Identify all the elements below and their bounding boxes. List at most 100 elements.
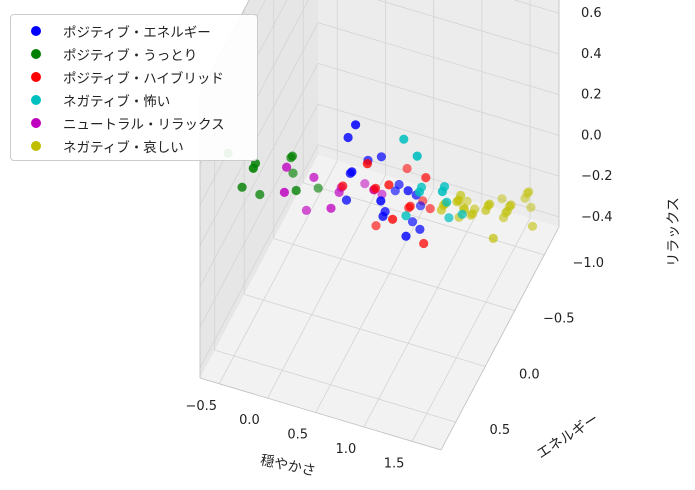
data-point-series-2	[402, 163, 412, 174]
grid-line-y-floor	[244, 293, 486, 367]
data-point-series-4	[301, 205, 311, 215]
data-point-series-4	[326, 203, 336, 213]
grid-line-z-back	[317, 144, 560, 218]
data-point-series-5	[527, 221, 538, 231]
data-point-series-5	[488, 233, 498, 243]
grid-line-z-left	[199, 63, 319, 287]
grid-line-z-left	[199, 144, 319, 369]
data-point-series-2	[362, 159, 372, 169]
data-points	[223, 120, 538, 249]
x-tick-label: 1.0	[336, 442, 357, 457]
legend-item-positive-hybrid: ポジティブ・ハイブリッド	[17, 65, 251, 88]
data-point-series-1	[248, 163, 258, 173]
data-point-series-3	[399, 134, 409, 144]
legend-label: ポジティブ・ハイブリッド	[63, 70, 224, 87]
floor-pane	[200, 155, 559, 450]
data-point-series-5	[485, 199, 495, 209]
grid-line-x-floor	[363, 203, 483, 428]
data-point-series-2	[338, 181, 348, 191]
z-tick-label: 0.6	[581, 6, 602, 21]
y-tick-label: −1.0	[573, 256, 605, 271]
data-point-series-1	[287, 151, 297, 161]
data-point-series-5	[506, 200, 516, 210]
data-point-series-3	[442, 197, 452, 207]
z-tick-label: 0.2	[581, 88, 602, 103]
x-axis-title: 穏やかさ	[259, 452, 317, 479]
y-tick-label: −0.5	[543, 312, 575, 327]
data-point-series-4	[309, 172, 319, 182]
data-point-series-4	[360, 179, 370, 189]
grid-line-z-left	[199, 103, 319, 328]
grid-line-z-left	[199, 0, 309, 206]
data-point-series-2	[421, 173, 431, 183]
data-point-series-2	[405, 201, 415, 211]
data-point-series-5	[526, 202, 536, 212]
y-axis-title: エネルギー	[534, 411, 601, 463]
legend-item-neutral-relax: ニュートラル・リラックス	[17, 111, 251, 134]
grid-line-z-back	[376, 0, 560, 55]
data-point-series-1	[313, 183, 323, 193]
x-tick-label: 0.0	[239, 413, 260, 428]
data-point-series-5	[453, 195, 464, 205]
data-point-series-0	[341, 195, 352, 205]
data-point-series-5	[524, 187, 534, 197]
data-point-series-0	[351, 120, 361, 130]
grid-line-y-floor	[214, 349, 456, 423]
legend-marker	[31, 71, 41, 82]
data-point-series-5	[467, 209, 478, 219]
data-point-series-2	[371, 221, 381, 231]
legend-label: ニュートラル・リラックス	[63, 116, 225, 133]
data-point-series-2	[370, 183, 381, 193]
legend-marker	[31, 48, 41, 59]
data-point-series-0	[343, 132, 353, 143]
grid-line-z-back	[513, 0, 560, 14]
data-point-series-3	[401, 211, 411, 221]
data-point-series-0	[378, 211, 388, 221]
data-point-series-4	[282, 162, 292, 172]
data-point-series-3	[412, 151, 422, 161]
data-point-series-1	[255, 189, 265, 200]
x-tick-label: −0.5	[186, 399, 218, 414]
data-point-series-1	[291, 185, 301, 196]
legend-item-negative-sad: ネガティブ・哀しい	[17, 134, 251, 157]
grid-line-x-floor	[218, 160, 338, 384]
data-point-series-3	[457, 209, 467, 219]
data-point-series-0	[403, 186, 413, 196]
grid-line-z-back	[317, 63, 560, 136]
legend-label: ネガティブ・怖い	[63, 93, 171, 110]
data-point-series-0	[415, 201, 426, 211]
grid-line-y-floor	[303, 182, 545, 256]
data-point-series-0	[394, 179, 404, 190]
x-axis-line	[199, 377, 442, 451]
y-tick-label: 0.0	[519, 367, 540, 382]
data-point-series-0	[376, 152, 386, 162]
grid-line-x-floor	[315, 189, 435, 413]
legend-label: ポジティブ・エネルギー	[63, 24, 211, 41]
data-point-series-0	[347, 167, 357, 177]
legend-item-negative-scary: ネガティブ・怖い	[17, 88, 251, 111]
grid-line-z-left	[199, 22, 319, 246]
data-point-series-3	[414, 187, 424, 197]
legend-marker	[31, 25, 41, 36]
data-point-series-5	[497, 194, 507, 204]
legend-item-positive-energy: ポジティブ・エネルギー	[17, 19, 251, 42]
data-point-series-2	[425, 204, 435, 214]
data-point-series-2	[419, 238, 429, 249]
data-point-series-2	[388, 214, 398, 224]
legend-marker	[31, 94, 41, 105]
data-point-series-0	[376, 196, 386, 206]
legend-item-positive-enchanted: ポジティブ・うっとり	[17, 42, 251, 65]
y-tick-label: 0.5	[489, 423, 510, 438]
z-tick-label: 0.0	[581, 128, 602, 143]
data-point-series-1	[237, 182, 247, 192]
data-point-series-0	[407, 217, 418, 227]
z-axis-title: リラックス	[666, 197, 682, 267]
grid-line-x-floor	[267, 174, 386, 399]
x-tick-label: 0.5	[287, 428, 308, 443]
legend-label: ポジティブ・うっとり	[63, 47, 198, 64]
grid-line-z-back	[317, 103, 560, 177]
data-point-series-0	[401, 231, 411, 241]
legend: ポジティブ・エネルギー ポジティブ・うっとり ポジティブ・ハイブリッド ネガティ…	[10, 14, 258, 161]
legend-marker	[31, 117, 41, 128]
